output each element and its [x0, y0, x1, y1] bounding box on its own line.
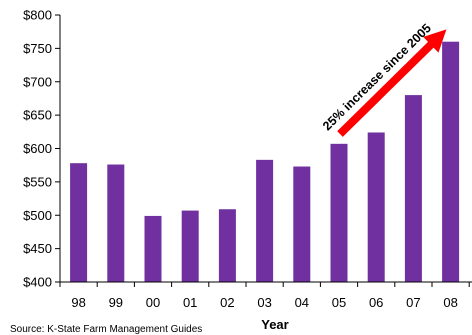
bar-04: [293, 166, 311, 282]
y-tick-label: $500: [23, 208, 52, 223]
y-tick-label: $600: [23, 141, 52, 156]
bar-06: [367, 132, 385, 282]
bars: [70, 41, 460, 283]
x-tick-label: 00: [146, 295, 160, 310]
bar-98: [70, 163, 88, 282]
bar-03: [256, 159, 274, 282]
y-tick-label: $800: [23, 8, 52, 23]
x-tick-label: 02: [220, 295, 234, 310]
y-axis: $400 $450 $500 $550 $600 $650 $700 $750 $800: [23, 8, 61, 290]
x-tick-label: 05: [332, 295, 346, 310]
y-tick-label: $700: [23, 74, 52, 89]
bar-08: [442, 41, 460, 283]
x-axis-title: Year: [261, 317, 288, 332]
x-tick-label: 03: [257, 295, 271, 310]
bar-99: [107, 164, 125, 282]
bar-00: [144, 215, 162, 282]
y-tick-label: $550: [23, 174, 52, 189]
bar-05: [330, 143, 348, 282]
x-tick-label: 04: [295, 295, 309, 310]
annotation-arrow: [337, 29, 447, 137]
y-tick-label: $450: [23, 241, 52, 256]
x-tick-label: 01: [183, 295, 197, 310]
x-tick-label: 99: [109, 295, 123, 310]
x-tick-label: 98: [71, 295, 85, 310]
y-tick-label: $650: [23, 108, 52, 123]
x-axis: 98 99 00 01 02 03 04 05 06 07 08: [59, 281, 472, 310]
source-note: Source: K-State Farm Management Guides: [10, 324, 202, 335]
bar-01: [181, 210, 199, 282]
x-tick-label: 08: [443, 295, 457, 310]
y-tick-label: $400: [23, 275, 52, 290]
bar-07: [404, 95, 422, 282]
x-tick-label: 06: [369, 295, 383, 310]
x-tick-label: 07: [406, 295, 420, 310]
bar-02: [218, 209, 236, 282]
y-tick-label: $750: [23, 41, 52, 56]
